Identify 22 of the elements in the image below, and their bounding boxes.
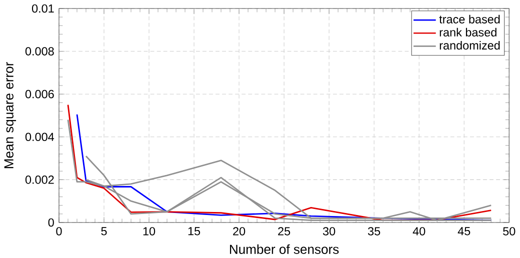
y-axis-title: Mean square error [4, 62, 16, 168]
y-tick-label: 0.006 [25, 90, 54, 98]
y-tick-label: 0 [48, 218, 54, 227]
x-tick-label: 30 [322, 226, 336, 236]
x-axis-title: Number of sensors [230, 244, 339, 254]
y-tick-label: 0.008 [25, 47, 54, 56]
x-tick-label: 45 [458, 226, 470, 236]
y-tick-label: 0.004 [25, 132, 54, 141]
x-tick-label: 25 [278, 226, 290, 236]
legend-label: trace based [439, 14, 500, 24]
x-tick-label: 10 [143, 226, 156, 236]
y-tick-label: 0.01 [32, 4, 54, 13]
x-tick-label: 5 [101, 226, 107, 236]
x-tick-label: 20 [233, 226, 246, 236]
legend-label: rank based [440, 28, 496, 36]
x-tick-label: 15 [188, 226, 200, 236]
legend-label: randomized [440, 40, 500, 50]
y-tick-label: 0.002 [25, 175, 54, 184]
x-tick-label: 0 [56, 226, 62, 236]
x-tick-label: 40 [412, 226, 426, 236]
x-tick-label: 35 [368, 226, 380, 236]
x-tick-label: 50 [503, 226, 516, 236]
